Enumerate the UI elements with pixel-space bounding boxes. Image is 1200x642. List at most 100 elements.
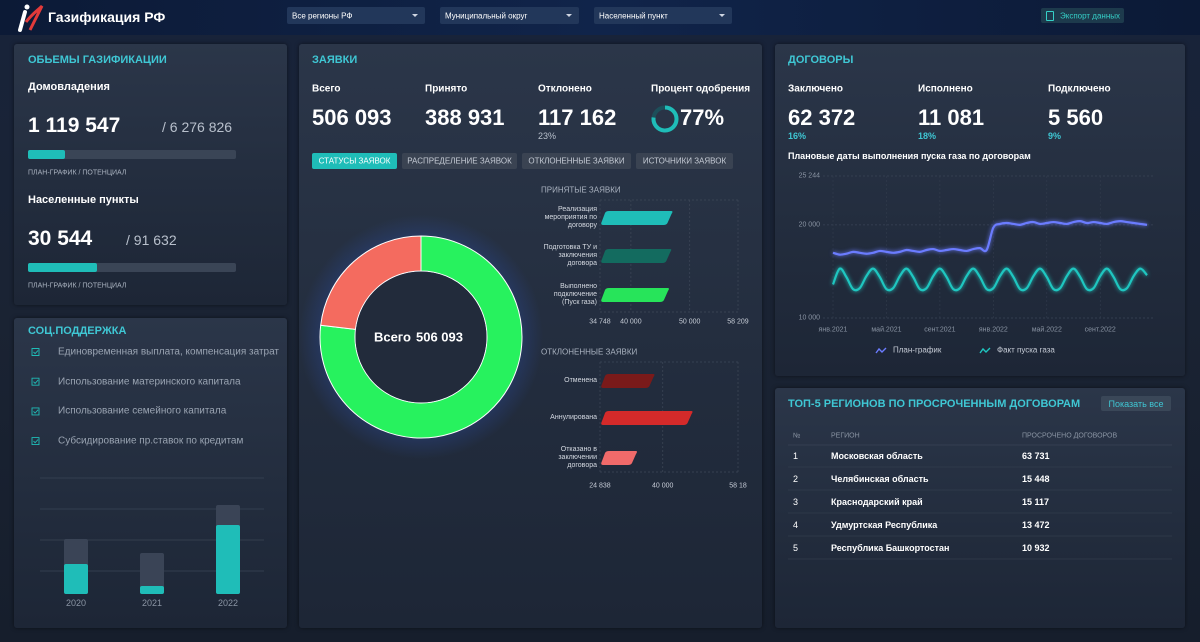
kpi-label: Отклонено bbox=[538, 83, 592, 95]
donut-hole bbox=[355, 271, 487, 403]
y-tick-label: 20 000 bbox=[798, 221, 820, 229]
export-button[interactable] bbox=[1041, 8, 1124, 23]
kpi-value: 77% bbox=[680, 105, 725, 130]
tab[interactable] bbox=[522, 153, 631, 169]
support-item: Использование семейного капитала bbox=[58, 405, 227, 417]
kpi-value: 11 081 bbox=[918, 105, 985, 130]
kpi-value: 117 162 bbox=[538, 105, 617, 130]
caret bbox=[566, 14, 572, 17]
tab-label: СТАТУСЫ ЗАЯВОК bbox=[318, 156, 391, 166]
support-item: Использование материнского капитала bbox=[58, 376, 241, 388]
kpi-value: 62 372 bbox=[788, 105, 856, 130]
progress-track bbox=[28, 150, 236, 159]
filter-select[interactable] bbox=[440, 7, 579, 24]
table-cell: 15 448 bbox=[1022, 474, 1050, 484]
tab-label: ОТКЛОНЕННЫЕ ЗАЯВКИ bbox=[528, 156, 625, 166]
show-all-button[interactable] bbox=[1101, 396, 1171, 411]
ring-value bbox=[651, 105, 679, 133]
category-label: Реализация мероприятия по договору bbox=[544, 206, 597, 229]
kpi-share: 18% bbox=[918, 131, 937, 141]
x-tick-label: 40 000 bbox=[652, 482, 674, 490]
filter-select[interactable] bbox=[594, 7, 732, 24]
metric-label: Населенные пункты bbox=[28, 194, 139, 206]
kpi-value: 506 093 bbox=[312, 105, 392, 130]
donut-center-label: Всего bbox=[373, 329, 411, 345]
support-item: Единовременная выплата, компенсация затр… bbox=[58, 346, 280, 358]
kpi-share: 16% bbox=[788, 131, 807, 141]
check-icon bbox=[31, 348, 40, 356]
column-header: № bbox=[793, 432, 801, 440]
metric-potential: / 91 632 bbox=[126, 232, 177, 248]
bar bbox=[601, 411, 693, 425]
app-title: Газификация РФ bbox=[48, 9, 166, 25]
panel-title: ТОП-5 РЕГИОНОВ ПО ПРОСРОЧЕННЫМ ДОГОВОРАМ bbox=[788, 398, 1081, 410]
kpi-value: 388 931 bbox=[425, 105, 505, 130]
filter-text: Все регионы РФ bbox=[292, 11, 353, 20]
table-cell: Республика Башкортостан bbox=[831, 543, 950, 553]
panel-title: СОЦ.ПОДДЕРЖКА bbox=[28, 325, 127, 337]
x-tick-label: май.2021 bbox=[871, 326, 902, 334]
bar bbox=[601, 249, 672, 263]
bar bbox=[601, 211, 673, 225]
table-cell: 2 bbox=[793, 474, 799, 484]
bar bbox=[601, 451, 638, 465]
x-tick-label: янв.2021 bbox=[818, 326, 848, 334]
category-label: Подготовка ТУ и заключения договора bbox=[543, 244, 597, 267]
bar bbox=[601, 288, 669, 302]
table-cell: Удмуртская Республика bbox=[831, 520, 938, 530]
legend-label: Факт пуска газа bbox=[997, 345, 1055, 355]
filter-text: Муниципальный округ bbox=[445, 11, 528, 20]
check-icon bbox=[31, 377, 40, 386]
tab[interactable] bbox=[636, 153, 733, 169]
check-icon bbox=[31, 407, 40, 416]
table-cell: Московская область bbox=[831, 451, 923, 461]
progress-fill bbox=[28, 263, 98, 272]
tab[interactable] bbox=[402, 153, 517, 169]
x-tick-label: янв.2022 bbox=[978, 326, 1008, 334]
kpi-share: 23% bbox=[538, 131, 557, 141]
table-cell: Челябинская область bbox=[831, 474, 929, 484]
x-tick-label: май.2022 bbox=[1031, 326, 1062, 334]
filter-select[interactable] bbox=[287, 7, 425, 24]
button-label: Показать все bbox=[1108, 398, 1164, 409]
caret bbox=[412, 14, 418, 17]
progress-fill bbox=[28, 150, 66, 159]
x-tick-label: 58 18 bbox=[729, 482, 747, 490]
filter-text: Населенный пункт bbox=[599, 11, 668, 20]
x-tick-label: 2022 bbox=[217, 598, 239, 608]
category-label: Аннулирована bbox=[550, 414, 597, 421]
column-header: РЕГИОН bbox=[831, 432, 860, 440]
logo bbox=[18, 4, 44, 32]
metric-value: 1 119 547 bbox=[28, 114, 121, 137]
export-icon bbox=[1046, 11, 1054, 21]
line-series bbox=[832, 219, 1148, 256]
bar bbox=[216, 525, 240, 594]
donut-segment bbox=[319, 235, 523, 439]
y-tick-label: 25 244 bbox=[798, 172, 820, 180]
kpi-label: Процент одобрения bbox=[651, 83, 751, 95]
x-tick-label: 2020 bbox=[65, 598, 87, 608]
progress-caption: ПЛАН-ГРАФИК / ПОТЕНЦИАЛ bbox=[28, 169, 127, 177]
metric-value: 30 544 bbox=[28, 227, 93, 250]
caret bbox=[719, 14, 725, 17]
x-tick-label: сент.2022 bbox=[1084, 326, 1116, 334]
line-series bbox=[831, 267, 1148, 292]
category-label: Выполнено подключение (Пуск газа) bbox=[553, 283, 597, 306]
donut-center-value: 506 093 bbox=[416, 329, 463, 345]
bar-background bbox=[140, 553, 164, 594]
x-tick-label: 34 748 bbox=[589, 318, 611, 326]
legend-icon bbox=[979, 347, 991, 354]
kpi-label: Подключено bbox=[1048, 83, 1111, 95]
chart-title: Плановые даты выполнения пуска газа по д… bbox=[788, 151, 1031, 161]
metric-potential: / 6 276 826 bbox=[162, 119, 233, 135]
kpi-label: Всего bbox=[312, 83, 341, 95]
kpi-label: Заключено bbox=[788, 83, 843, 95]
column-header: ПРОСРОЧЕНО ДОГОВОРОВ bbox=[1022, 432, 1118, 440]
tab[interactable] bbox=[312, 153, 397, 169]
table-cell: 1 bbox=[793, 451, 799, 461]
bar bbox=[140, 586, 164, 594]
x-tick-label: 2021 bbox=[141, 598, 163, 608]
x-tick-label: 50 000 bbox=[678, 318, 701, 326]
progress-track bbox=[28, 263, 236, 272]
